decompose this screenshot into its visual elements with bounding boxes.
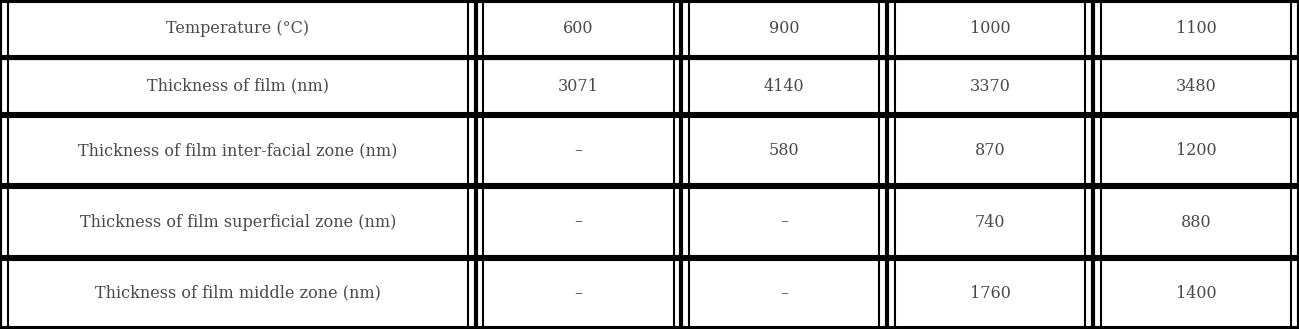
Text: 600: 600 xyxy=(564,20,594,37)
Bar xyxy=(0,258,475,329)
Text: Thickness of film middle zone (nm): Thickness of film middle zone (nm) xyxy=(95,285,381,302)
Text: –: – xyxy=(781,285,788,302)
Bar xyxy=(682,115,887,186)
Bar xyxy=(1094,186,1299,258)
Text: –: – xyxy=(574,142,582,159)
Text: 3071: 3071 xyxy=(559,78,599,95)
Text: 1200: 1200 xyxy=(1176,142,1216,159)
Text: 1100: 1100 xyxy=(1176,20,1216,37)
Bar xyxy=(1094,0,1299,58)
Text: 1760: 1760 xyxy=(970,285,1011,302)
Text: Thickness of film superficial zone (nm): Thickness of film superficial zone (nm) xyxy=(79,214,396,231)
Bar xyxy=(0,0,475,58)
Text: 880: 880 xyxy=(1181,214,1212,231)
Bar xyxy=(682,258,887,329)
Bar xyxy=(0,115,475,186)
Text: 740: 740 xyxy=(976,214,1005,231)
Text: 870: 870 xyxy=(974,142,1005,159)
Text: –: – xyxy=(574,214,582,231)
Bar xyxy=(0,186,475,258)
Bar xyxy=(887,58,1094,115)
Text: 3370: 3370 xyxy=(970,78,1011,95)
Bar xyxy=(0,58,475,115)
Bar xyxy=(682,186,887,258)
Bar xyxy=(475,0,682,58)
Text: 900: 900 xyxy=(769,20,800,37)
Bar xyxy=(475,258,682,329)
Bar xyxy=(887,0,1094,58)
Bar xyxy=(887,115,1094,186)
Bar xyxy=(475,115,682,186)
Text: 580: 580 xyxy=(769,142,800,159)
Bar xyxy=(1094,58,1299,115)
Text: Thickness of film inter-facial zone (nm): Thickness of film inter-facial zone (nm) xyxy=(78,142,397,159)
Bar xyxy=(887,186,1094,258)
Text: –: – xyxy=(781,214,788,231)
Text: Temperature (°C): Temperature (°C) xyxy=(166,20,309,37)
Bar xyxy=(475,186,682,258)
Text: –: – xyxy=(574,285,582,302)
Text: 1000: 1000 xyxy=(970,20,1011,37)
Bar xyxy=(1094,115,1299,186)
Bar xyxy=(682,58,887,115)
Bar xyxy=(1094,258,1299,329)
Bar xyxy=(887,258,1094,329)
Text: 1400: 1400 xyxy=(1176,285,1216,302)
Text: 3480: 3480 xyxy=(1176,78,1216,95)
Text: 4140: 4140 xyxy=(764,78,804,95)
Text: Thickness of film (nm): Thickness of film (nm) xyxy=(147,78,329,95)
Bar xyxy=(475,58,682,115)
Bar xyxy=(682,0,887,58)
